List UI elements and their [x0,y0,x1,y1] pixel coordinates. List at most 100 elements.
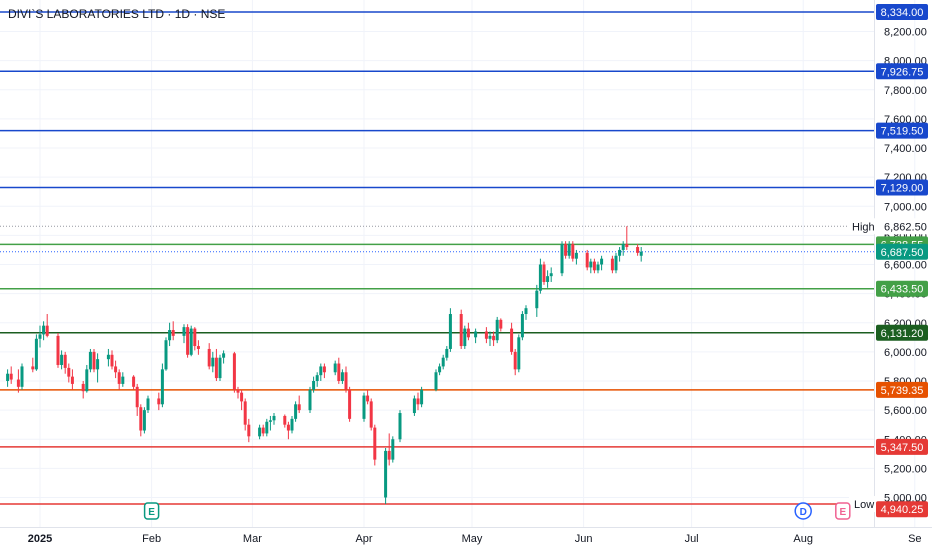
candle [182,324,186,344]
candle [283,414,287,428]
candle-body [420,389,424,405]
candle [214,348,218,381]
candle [542,261,546,285]
candle-body [160,369,164,405]
candle-body [362,395,366,419]
candle [589,258,593,274]
candle-body [117,372,121,384]
level-price-tag [876,324,928,341]
candle-body [218,357,222,379]
candle-body [625,244,629,248]
title-separator: · [193,7,201,21]
candle-body [621,244,625,250]
candle [610,255,614,274]
candle [412,395,416,416]
level-price-text: 6,131.20 [881,328,924,340]
candle-body [308,389,312,411]
candle-body [258,427,262,437]
candle [96,353,100,383]
y-tick-label: 8,200.00 [884,27,927,39]
candle-body [196,346,200,349]
candle [114,360,118,379]
candle-body [574,252,578,259]
x-tick-label: 2025 [28,533,52,545]
candle [186,324,190,358]
x-tick-label: Feb [142,533,161,545]
candle [45,314,49,338]
candle [600,255,604,271]
level-price-tag [876,122,928,139]
level-price-text: 5,739.35 [881,385,924,397]
earnings-icon[interactable] [143,502,160,520]
event-marker-d[interactable]: D [794,502,812,520]
candle-body [524,308,528,315]
candle [319,363,323,381]
candle-body [499,319,503,329]
candle-body [67,367,71,377]
candle [585,249,589,271]
candle [459,309,463,349]
candle-body [6,373,10,381]
candle [286,421,290,440]
candle [139,404,143,437]
candle-body [412,398,416,414]
candle [171,321,175,341]
candle [294,401,298,422]
candle [297,395,301,414]
candle [592,258,596,274]
candle-body [592,261,596,271]
candle [240,389,244,411]
candle-body [398,413,402,440]
candle-body [445,348,449,358]
candle-body [182,327,186,336]
candle-body [560,244,564,274]
candle-body [466,328,470,338]
x-tick-label: Jul [685,533,699,545]
candle [142,407,146,434]
candle-body [240,392,244,402]
candle [88,348,92,373]
candle [81,381,85,399]
candle [567,241,571,259]
grid [0,0,916,527]
y-tick-label: 7,800.00 [884,85,927,97]
candle-body [186,327,190,355]
candle-body [448,314,452,349]
candle [488,331,492,347]
candle [146,395,150,414]
event-marker-e[interactable]: E [143,502,160,520]
time-axis[interactable]: 2025 Feb Mar Apr May Jun Jul Aug Se [0,527,932,546]
candle [315,372,319,387]
candle [549,267,553,282]
candle [520,311,524,341]
candle-body [70,376,74,384]
candle [218,354,222,381]
candle [571,241,575,262]
candle-body [589,261,593,268]
x-tick-label: Mar [243,533,262,545]
candle [236,386,240,399]
candle-body [319,366,323,376]
candle [34,334,38,371]
y-tick-label: 6,000.00 [884,347,927,359]
candle-body [63,354,67,368]
candle [265,418,269,437]
event-marker-e[interactable]: E [835,502,851,520]
candle [60,350,64,370]
candle-body [283,415,287,425]
dividend-icon[interactable] [794,502,812,520]
level-price-text: 7,926.75 [881,66,924,78]
earnings-icon[interactable] [835,502,851,520]
candle-body [222,353,226,358]
candle-body [38,334,42,339]
candle-body [286,424,290,431]
last-price-text: 6,687.50 [881,247,924,259]
candle [614,252,618,274]
candle [243,398,247,431]
candle [513,348,517,376]
candle-body [513,351,517,370]
candle [492,331,496,347]
